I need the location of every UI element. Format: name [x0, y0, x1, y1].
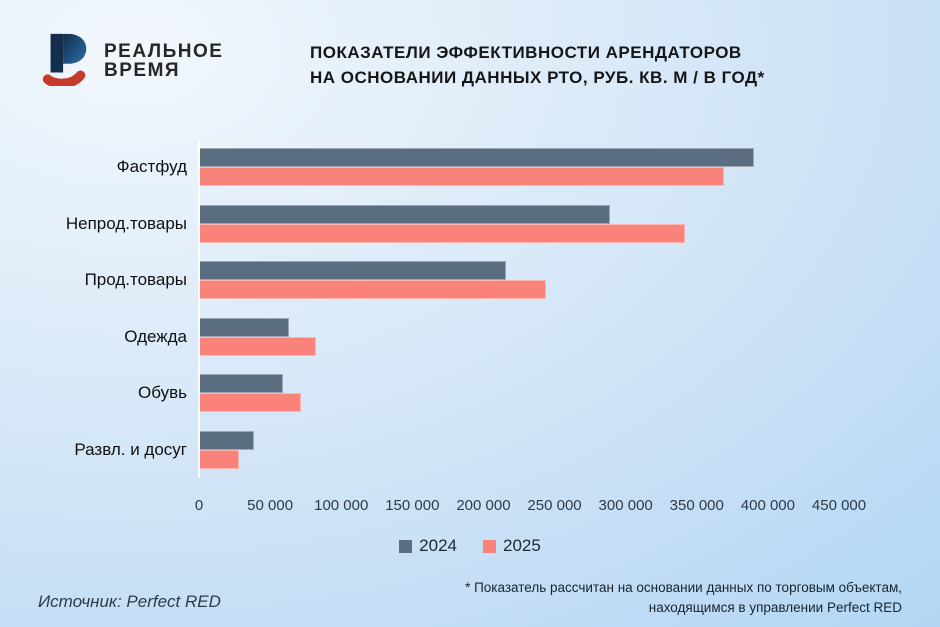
- brand-name-line2: ВРЕМЯ: [104, 59, 181, 81]
- bar-2024: [199, 317, 289, 337]
- x-tick-label: 100 000: [314, 497, 369, 514]
- source-label: Источник: Perfect RED: [38, 592, 221, 611]
- bar-2024: [199, 261, 507, 281]
- footnote-line2: находящимся в управлении Perfect RED: [648, 600, 902, 615]
- category-label: Одежда: [124, 326, 187, 346]
- legend-label: 2024: [419, 536, 457, 555]
- bar-group: [199, 148, 839, 187]
- chart-row: Прод.товары: [40, 252, 900, 309]
- category-label: Развл. и досуг: [74, 439, 187, 459]
- brand-name: РЕАЛЬНОЕ ВРЕМЯ: [104, 42, 223, 80]
- bar-chart: Фастфуд Непрод.товары Прод.товары Одежда Обу…: [40, 139, 900, 478]
- footnote-line1: * Показатель рассчитан на основании данн…: [465, 580, 902, 595]
- bar-2025: [199, 449, 239, 469]
- bar-2025: [199, 280, 547, 300]
- x-tick-label: 200 000: [456, 497, 511, 514]
- category-label: Прод.товары: [84, 270, 187, 290]
- page-title-line2: НА ОСНОВАНИИ ДАННЫХ РТО, РУБ. КВ. М / В …: [310, 68, 765, 87]
- legend-label: 2025: [503, 536, 541, 555]
- bar-2025: [199, 223, 686, 243]
- legend-swatch: [399, 539, 413, 553]
- bar-group: [199, 204, 839, 243]
- x-axis: 0 50 000 100 000 150 000 200 000 250 000 300 0…: [195, 497, 866, 517]
- bar-group: [199, 430, 839, 469]
- x-tick-label: 450 000: [811, 497, 867, 514]
- category-label: Непрод.товары: [65, 213, 187, 233]
- category-label: Фастфуд: [116, 157, 187, 177]
- page-title-line1: ПОКАЗАТЕЛИ ЭФФЕКТИВНОСТИ АРЕНДАТОРОВ: [310, 43, 742, 62]
- x-tick-label: 0: [194, 497, 204, 514]
- bar-group: [199, 317, 839, 356]
- x-tick-label: 250 000: [527, 497, 582, 514]
- chart-rows: Фастфуд Непрод.товары Прод.товары Одежда Обу…: [40, 139, 900, 478]
- x-tick-label: 300 000: [598, 497, 653, 514]
- chart-row: Фастфуд: [40, 139, 900, 196]
- bar-2024: [199, 374, 283, 394]
- bar-group: [199, 261, 839, 300]
- bar-group: [199, 374, 839, 413]
- chart-row: Обувь: [40, 365, 900, 422]
- category-label: Обувь: [138, 383, 187, 403]
- x-tick-label: 50 000: [247, 497, 294, 514]
- page-title: ПОКАЗАТЕЛИ ЭФФЕКТИВНОСТИ АРЕНДАТОРОВ НА …: [310, 40, 765, 90]
- legend-item-2025: 2025: [483, 536, 541, 556]
- legend-swatch: [483, 539, 496, 553]
- chart-row: Одежда: [40, 309, 900, 366]
- brand-logo-icon: [38, 30, 94, 91]
- brand-logo: РЕАЛЬНОЕ ВРЕМЯ: [38, 30, 223, 91]
- brand-name-line1: РЕАЛЬНОЕ: [104, 40, 224, 62]
- bar-2025: [199, 393, 302, 413]
- bar-2025: [199, 167, 724, 187]
- footnote: * Показатель рассчитан на основании данн…: [465, 578, 902, 618]
- x-tick-label: 350 000: [669, 497, 724, 514]
- x-tick-label: 150 000: [385, 497, 440, 514]
- bar-2024: [199, 204, 611, 224]
- bar-2025: [199, 336, 316, 356]
- y-axis-line: [198, 141, 200, 478]
- bar-2024: [199, 148, 754, 168]
- chart-row: Непрод.товары: [40, 196, 900, 253]
- x-tick-label: 400 000: [740, 497, 795, 514]
- chart-legend: 2024 2025: [0, 536, 940, 556]
- chart-row: Развл. и досуг: [40, 422, 900, 479]
- legend-item-2024: 2024: [399, 536, 457, 556]
- bar-2024: [199, 430, 255, 450]
